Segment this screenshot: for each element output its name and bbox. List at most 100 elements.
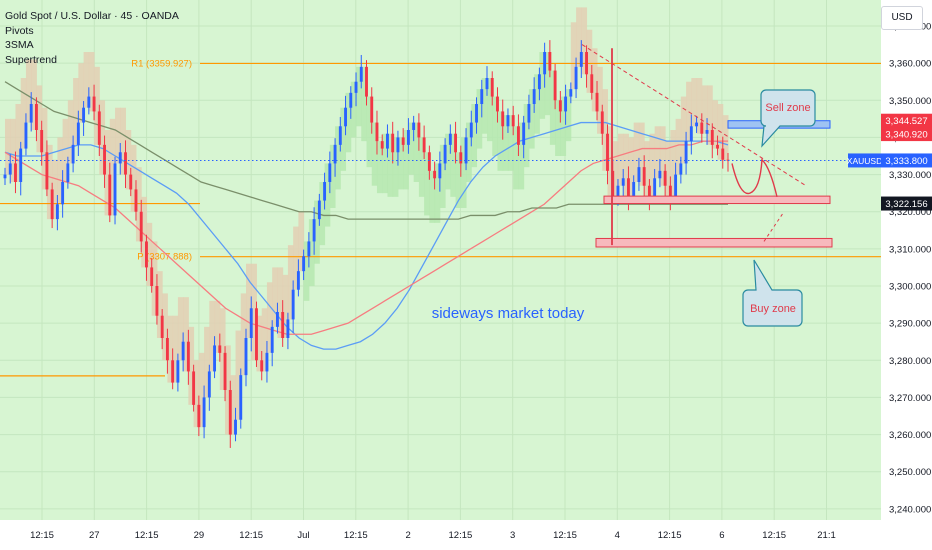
x-tick-label: 12:15 [553,530,577,541]
candle-body [386,133,389,149]
currency-button[interactable]: USD [881,6,923,30]
candle-body [82,107,86,123]
candle-body [485,78,489,90]
supertrend-band [560,96,567,156]
supertrend-band [146,222,153,286]
supertrend-band [335,126,341,190]
supertrend-band [46,144,53,220]
supertrend-band [272,267,278,327]
candle-body [506,115,510,127]
supertrend-band [88,52,95,112]
candle-body [239,375,243,420]
supertrend-band [602,89,608,171]
supertrend-band [209,300,216,372]
chart-legend: Gold Spot / U.S. Dollar · 45 · OANDA Piv… [5,9,179,67]
supertrend-band [198,352,205,428]
supertrend-band [649,133,656,197]
supertrend-band [67,100,74,164]
supertrend-band [130,144,137,212]
supertrend-band [675,118,682,175]
candle-body [55,204,59,220]
indicator-supertrend[interactable]: Supertrend [5,53,57,66]
supertrend-band [429,170,436,223]
supertrend-band [507,115,514,171]
candle-body [192,371,196,405]
candle-body [375,122,379,142]
candle-body [585,52,588,75]
price-tag [881,127,932,142]
trade-zone [595,237,833,248]
supertrend-band [597,66,603,134]
candle-body [621,178,625,186]
candle-body [490,78,494,97]
candle-body [66,163,70,182]
candle-body [265,352,269,372]
candle-body [150,267,154,286]
candle-body [40,130,44,153]
candle-body [574,66,578,90]
supertrend-band [156,271,163,338]
supertrend-band [403,130,409,190]
supertrend-band [691,78,698,127]
candle-body [438,163,442,179]
y-tick-label: 3,250.000 [889,467,931,478]
chart-background [0,0,881,520]
candle-body [396,137,400,153]
candle-body [24,122,28,149]
candle-body [543,52,547,75]
candle-body [286,319,290,338]
symbol-title[interactable]: Gold Spot / U.S. Dollar · 45 · OANDA [5,10,179,22]
y-tick-label: 3,300.000 [889,282,931,293]
supertrend-band [707,85,713,145]
candle-body [349,92,353,108]
supertrend-band [261,308,268,372]
candle-body [721,148,725,160]
supertrend-band [638,122,645,186]
candle-body [448,133,452,145]
candle-body [71,144,75,164]
annotation-sideways: sideways market today [432,305,585,322]
indicator-pivots[interactable]: Pivots [5,24,34,37]
candle-body [129,174,133,190]
indicator-sma[interactable]: 3SMA [5,39,34,51]
sell-callout-box [760,89,816,148]
supertrend-band [240,293,247,376]
supertrend-band [371,122,378,186]
x-tick-label: 29 [194,530,205,541]
supertrend-band [654,126,661,179]
x-tick-label: 27 [89,530,100,541]
supertrend-band [225,345,231,435]
candle-body [469,122,473,138]
supertrend-band [387,133,394,197]
candle-body [516,126,520,145]
supertrend-band [350,81,357,138]
candle-body [668,185,672,197]
x-tick-label: 12:15 [658,530,682,541]
candle-body [501,111,505,127]
trend-line [581,44,807,187]
supertrend-band [319,182,326,246]
supertrend-band [434,163,441,223]
buy-callout-box [742,259,803,327]
supertrend-band [455,152,462,208]
supertrend-band [329,144,336,208]
candle-body [3,174,7,179]
candle-body [710,130,714,145]
supertrend-band [445,133,451,190]
supertrend-band [555,100,561,156]
candle-body [595,92,599,112]
candle-body [464,137,468,164]
candle-body [606,133,609,171]
supertrend-band [544,52,551,116]
price-tag-label: 3,333.800 [885,156,927,167]
supertrend-band [670,130,677,197]
candle-body [480,89,484,104]
candle-body [422,137,426,153]
candle-body [684,141,688,164]
sma-line-3 [4,81,728,220]
candle-body [218,345,222,353]
candle-body [145,241,148,268]
supertrend-band [246,263,252,338]
supertrend-band [701,85,708,134]
